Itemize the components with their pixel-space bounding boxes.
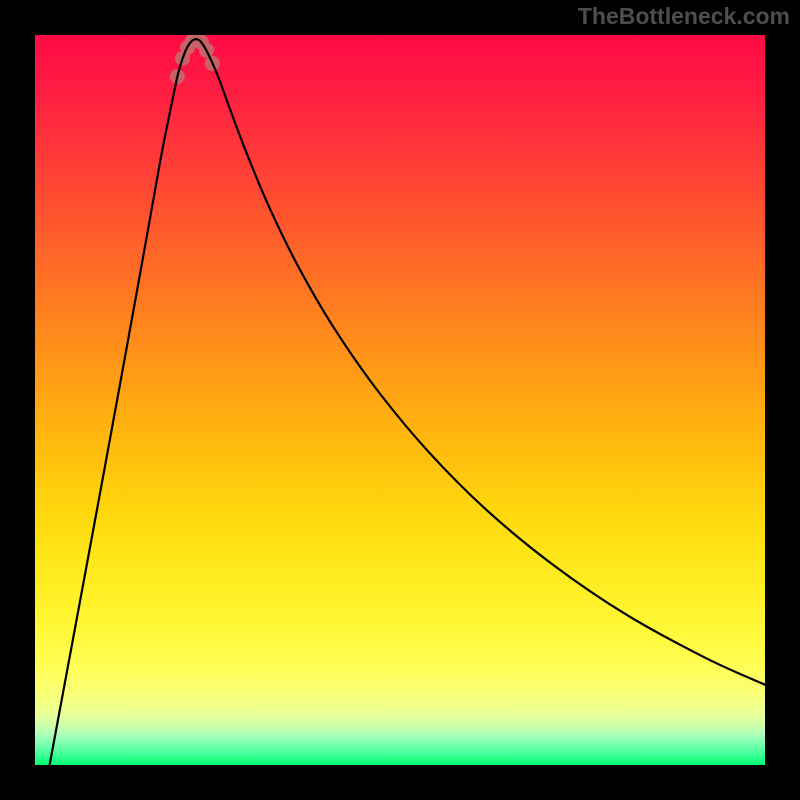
- watermark-text: TheBottleneck.com: [578, 3, 790, 29]
- bottleneck-chart-svg: TheBottleneck.com: [0, 0, 800, 800]
- chart-container: TheBottleneck.com: [0, 0, 800, 800]
- gradient-background: [35, 35, 765, 765]
